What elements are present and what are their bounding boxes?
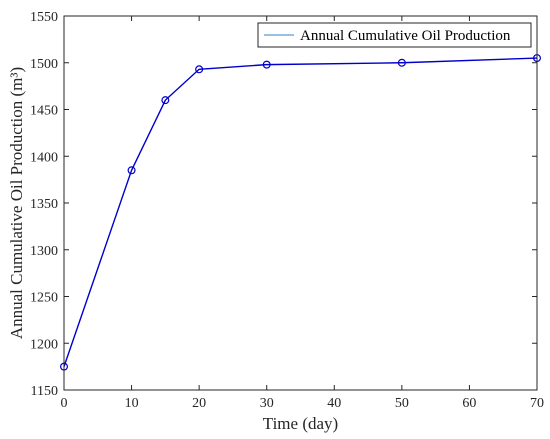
legend-box: [257, 22, 532, 48]
series-line: [63, 57, 538, 367]
plot-area-frame: [63, 15, 538, 391]
series-layer: [59, 54, 541, 371]
y-tick-label: 1200: [30, 337, 58, 352]
tick-marks: [63, 15, 538, 391]
data-point-marker: [397, 58, 406, 67]
data-point-marker: [161, 96, 170, 105]
y-tick-label: 1300: [30, 244, 58, 259]
legend: Annual Cumulative Oil Production: [257, 22, 532, 48]
x-tick-label: 70: [530, 396, 544, 411]
x-axis-label: Time (day): [263, 414, 338, 433]
y-tick-label: 1500: [30, 57, 58, 72]
y-tick-label: 1250: [30, 291, 58, 306]
legend-entry-label: Annual Cumulative Oil Production: [300, 28, 511, 44]
x-tick-label: 60: [462, 396, 476, 411]
y-tick-label: 1350: [30, 197, 58, 212]
x-tick-label: 20: [192, 396, 206, 411]
y-tick-label: 1400: [30, 150, 58, 165]
x-tick-label: 50: [395, 396, 409, 411]
y-tick-label: 1450: [30, 104, 58, 119]
y-tick-label: 1550: [30, 10, 58, 25]
data-point-marker: [195, 65, 204, 74]
x-tick-label: 30: [260, 396, 274, 411]
y-tick-label: 1150: [31, 384, 58, 399]
data-point-marker: [127, 166, 136, 175]
x-tick-label: 0: [61, 396, 68, 411]
data-point-marker: [262, 60, 271, 69]
tick-labels: 0 10 20 30 40 50 60 70 1150 1200 1250 1300 1350 1400 1…: [30, 10, 544, 411]
x-tick-label: 40: [327, 396, 341, 411]
x-tick-label: 10: [125, 396, 139, 411]
y-axis-label: Annual Cumulative Oil Production (m³): [7, 67, 26, 339]
